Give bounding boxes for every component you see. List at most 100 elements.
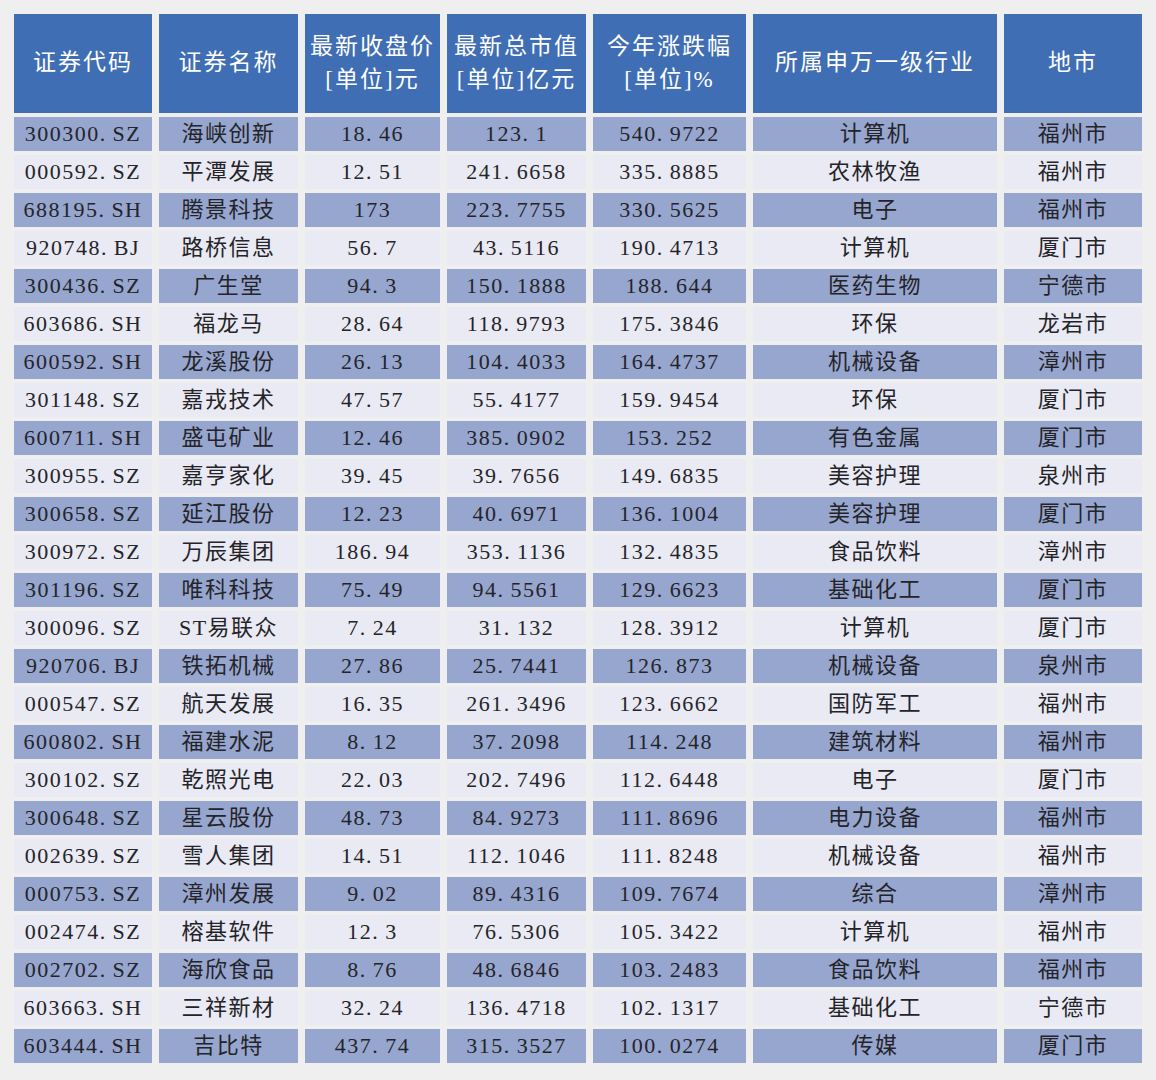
cell-close_price: 27. 86 (305, 649, 440, 683)
cell-name: 海欣食品 (159, 953, 298, 987)
cell-close_price: 75. 49 (305, 573, 440, 607)
cell-ytd_change: 136. 1004 (593, 497, 746, 531)
cell-name: 路桥信息 (159, 231, 298, 265)
cell-ytd_change: 540. 9722 (593, 117, 746, 151)
cell-code: 300300. SZ (14, 117, 152, 151)
cell-close_price: 14. 51 (305, 839, 440, 873)
cell-market_cap: 40. 6971 (447, 497, 586, 531)
cell-ytd_change: 111. 8248 (593, 839, 746, 873)
cell-code: 300436. SZ (14, 269, 152, 303)
cell-ytd_change: 330. 5625 (593, 193, 746, 227)
cell-city: 福州市 (1004, 953, 1142, 987)
cell-industry: 计算机 (753, 915, 997, 949)
cell-industry: 综合 (753, 877, 997, 911)
cell-industry: 医药生物 (753, 269, 997, 303)
cell-name: 三祥新材 (159, 991, 298, 1025)
cell-market_cap: 241. 6658 (447, 155, 586, 189)
cell-code: 300955. SZ (14, 459, 152, 493)
cell-code: 002474. SZ (14, 915, 152, 949)
cell-ytd_change: 188. 644 (593, 269, 746, 303)
cell-code: 300102. SZ (14, 763, 152, 797)
cell-close_price: 39. 45 (305, 459, 440, 493)
cell-industry: 环保 (753, 383, 997, 417)
cell-industry: 电子 (753, 193, 997, 227)
column-header-industry: 所属申万一级行业 (753, 14, 997, 113)
column-header-ytd_change: 今年涨跌幅 [单位]% (593, 14, 746, 113)
cell-market_cap: 315. 3527 (447, 1029, 586, 1063)
cell-industry: 国防军工 (753, 687, 997, 721)
cell-market_cap: 94. 5561 (447, 573, 586, 607)
cell-name: 星云股份 (159, 801, 298, 835)
cell-name: 广生堂 (159, 269, 298, 303)
cell-city: 厦门市 (1004, 421, 1142, 455)
cell-name: 铁拓机械 (159, 649, 298, 683)
cell-ytd_change: 132. 4835 (593, 535, 746, 569)
cell-industry: 计算机 (753, 231, 997, 265)
cell-market_cap: 37. 2098 (447, 725, 586, 759)
cell-code: 600802. SH (14, 725, 152, 759)
cell-code: 002702. SZ (14, 953, 152, 987)
cell-city: 厦门市 (1004, 573, 1142, 607)
cell-industry: 环保 (753, 307, 997, 341)
cell-close_price: 48. 73 (305, 801, 440, 835)
cell-industry: 建筑材料 (753, 725, 997, 759)
cell-market_cap: 136. 4718 (447, 991, 586, 1025)
cell-city: 漳州市 (1004, 535, 1142, 569)
cell-city: 福州市 (1004, 801, 1142, 835)
cell-code: 688195. SH (14, 193, 152, 227)
cell-city: 厦门市 (1004, 763, 1142, 797)
cell-close_price: 437. 74 (305, 1029, 440, 1063)
cell-city: 福州市 (1004, 687, 1142, 721)
cell-city: 厦门市 (1004, 497, 1142, 531)
cell-city: 龙岩市 (1004, 307, 1142, 341)
cell-market_cap: 202. 7496 (447, 763, 586, 797)
cell-name: 航天发展 (159, 687, 298, 721)
cell-close_price: 173 (305, 193, 440, 227)
cell-name: 福建水泥 (159, 725, 298, 759)
cell-close_price: 9. 02 (305, 877, 440, 911)
cell-city: 宁德市 (1004, 269, 1142, 303)
cell-close_price: 12. 3 (305, 915, 440, 949)
cell-name: 乾照光电 (159, 763, 298, 797)
cell-city: 漳州市 (1004, 345, 1142, 379)
cell-code: 300972. SZ (14, 535, 152, 569)
cell-ytd_change: 114. 248 (593, 725, 746, 759)
cell-city: 厦门市 (1004, 1029, 1142, 1063)
cell-ytd_change: 128. 3912 (593, 611, 746, 645)
cell-industry: 电子 (753, 763, 997, 797)
cell-industry: 美容护理 (753, 459, 997, 493)
cell-city: 福州市 (1004, 839, 1142, 873)
cell-ytd_change: 112. 6448 (593, 763, 746, 797)
cell-name: 嘉戎技术 (159, 383, 298, 417)
cell-market_cap: 55. 4177 (447, 383, 586, 417)
cell-name: 福龙马 (159, 307, 298, 341)
stock-table: 证券代码证券名称最新收盘价 [单位]元最新总市值 [单位]亿元今年涨跌幅 [单位… (14, 14, 1142, 1063)
cell-ytd_change: 149. 6835 (593, 459, 746, 493)
cell-market_cap: 76. 5306 (447, 915, 586, 949)
cell-code: 600592. SH (14, 345, 152, 379)
cell-market_cap: 223. 7755 (447, 193, 586, 227)
cell-close_price: 8. 76 (305, 953, 440, 987)
cell-ytd_change: 100. 0274 (593, 1029, 746, 1063)
cell-close_price: 18. 46 (305, 117, 440, 151)
cell-industry: 机械设备 (753, 649, 997, 683)
cell-name: 榕基软件 (159, 915, 298, 949)
cell-city: 漳州市 (1004, 877, 1142, 911)
cell-close_price: 26. 13 (305, 345, 440, 379)
cell-close_price: 22. 03 (305, 763, 440, 797)
cell-ytd_change: 105. 3422 (593, 915, 746, 949)
cell-close_price: 16. 35 (305, 687, 440, 721)
cell-code: 603686. SH (14, 307, 152, 341)
cell-market_cap: 123. 1 (447, 117, 586, 151)
cell-city: 福州市 (1004, 193, 1142, 227)
column-header-name: 证券名称 (159, 14, 298, 113)
cell-code: 300096. SZ (14, 611, 152, 645)
cell-name: 盛屯矿业 (159, 421, 298, 455)
cell-code: 920706. BJ (14, 649, 152, 683)
cell-market_cap: 112. 1046 (447, 839, 586, 873)
cell-industry: 基础化工 (753, 573, 997, 607)
column-header-code: 证券代码 (14, 14, 152, 113)
cell-close_price: 56. 7 (305, 231, 440, 265)
cell-city: 福州市 (1004, 915, 1142, 949)
cell-market_cap: 39. 7656 (447, 459, 586, 493)
